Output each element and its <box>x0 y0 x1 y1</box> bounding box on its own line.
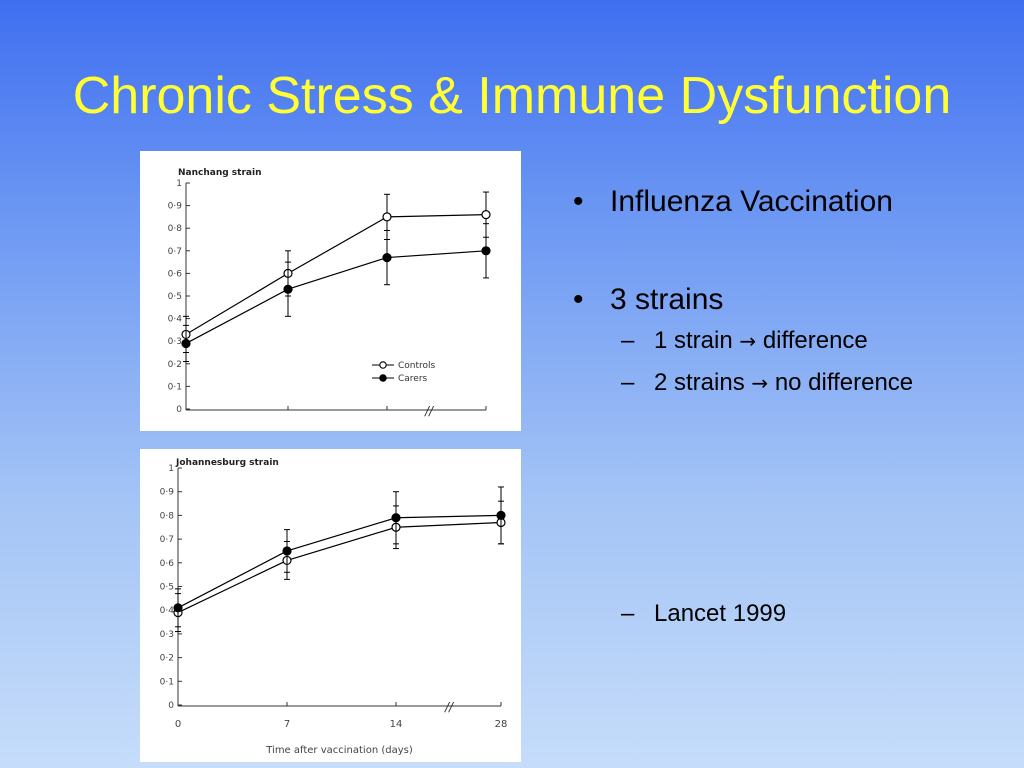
data-point <box>496 510 506 521</box>
data-point <box>282 546 292 556</box>
axis-break: // <box>444 700 455 714</box>
x-tick-label: 14 <box>390 719 403 730</box>
sub-bullet-two-strains: – 2 strains → no difference <box>573 362 1013 404</box>
bullet-influenza: • Influenza Vaccination <box>573 182 1013 222</box>
axis-break: // <box>424 404 435 418</box>
data-point <box>181 338 191 349</box>
x-tick-label: 0 <box>175 719 181 730</box>
y-tick-label: 0·6 <box>168 269 183 279</box>
legend-label: Controls <box>398 361 436 371</box>
series-line <box>185 250 487 344</box>
sub-bullet-dash: – <box>621 600 635 627</box>
y-tick-label: 0·9 <box>160 488 175 498</box>
sub-bullet-text: difference <box>762 327 868 354</box>
series-line <box>177 514 502 609</box>
right-arrow-icon: → <box>751 371 769 395</box>
legend-marker <box>379 374 387 382</box>
chart-title: Nanchang strain <box>178 168 261 178</box>
y-tick-label: 0·3 <box>168 337 182 347</box>
right-arrow-icon: → <box>739 329 757 353</box>
sub-bullet-text: 2 strains <box>654 369 745 396</box>
bullet-list: • Influenza Vaccination • 3 strains – 1 … <box>573 182 1013 634</box>
sub-bullet-dash: – <box>621 369 635 396</box>
sub-bullet-one-strain: – 1 strain → difference <box>573 320 1013 362</box>
x-tick-label: 28 <box>495 719 508 730</box>
series-line <box>177 521 502 614</box>
y-tick-label: 1 <box>176 179 182 189</box>
y-tick-label: 0·8 <box>160 511 175 521</box>
y-tick-label: 0·7 <box>168 247 182 257</box>
y-tick-label: 0·3 <box>160 630 174 640</box>
sub-bullet-text: no difference <box>774 369 914 396</box>
bullet-strains: • 3 strains <box>573 280 1013 320</box>
chart-johannesburg-svg: Johannesburg strain 0 0·1 0·2 0·3 0·4 0·5 0·6 0·… <box>160 458 508 756</box>
legend-marker <box>379 361 387 369</box>
series-line <box>185 214 487 335</box>
y-tick-label: 0·5 <box>168 292 182 302</box>
bullet-dot: • <box>573 283 584 316</box>
data-point <box>382 252 392 263</box>
data-point <box>382 212 392 222</box>
y-tick-label: 0·2 <box>168 360 182 370</box>
data-point <box>481 210 491 220</box>
legend-label: Carers <box>398 374 428 384</box>
y-tick-label: 1 <box>168 464 174 474</box>
chart-johannesburg: Johannesburg strain 0 0·1 0·2 0·3 0·4 0·5 0·6 0·… <box>140 449 521 762</box>
sub-bullet-lancet: – Lancet 1999 <box>573 593 1013 634</box>
x-axis-label: Time after vaccination (days) <box>265 745 413 756</box>
y-tick-label: 0 <box>168 701 174 711</box>
chart-title: Johannesburg strain <box>175 458 279 468</box>
y-tick-label: 0·1 <box>160 677 174 687</box>
chart-nanchang: Nanchang strain 0 0·1 0·2 0·3 0·4 0·5 0·6 0·7 0·8… <box>140 151 521 431</box>
y-tick-label: 0·1 <box>168 382 182 392</box>
data-point <box>173 603 183 613</box>
y-tick-label: 0·9 <box>168 202 183 212</box>
y-tick-label: 0 <box>176 405 182 415</box>
y-tick-label: 0·7 <box>160 535 174 545</box>
bullet-dot: • <box>573 185 584 218</box>
y-tick-label: 0·4 <box>168 315 183 325</box>
x-tick-label: 7 <box>284 719 290 730</box>
y-tick-label: 0·6 <box>160 559 175 569</box>
sub-bullet-dash: – <box>621 327 635 354</box>
y-tick-label: 0·8 <box>168 224 183 234</box>
bullet-text: Influenza Vaccination <box>610 185 893 218</box>
data-point <box>481 246 491 256</box>
data-point <box>283 284 293 294</box>
y-tick-label: 0·2 <box>160 654 174 664</box>
sub-bullet-text: 1 strain <box>654 327 733 354</box>
data-point <box>391 513 401 523</box>
sub-bullet-text: Lancet 1999 <box>654 600 787 627</box>
bullet-text: 3 strains <box>610 283 724 316</box>
chart-nanchang-svg: Nanchang strain 0 0·1 0·2 0·3 0·4 0·5 0·6 0·7 0·8… <box>168 168 491 418</box>
y-tick-label: 0·4 <box>160 606 175 616</box>
slide-title: Chronic Stress & Immune Dysfunction <box>72 67 952 125</box>
y-tick-label: 0·5 <box>160 583 174 593</box>
